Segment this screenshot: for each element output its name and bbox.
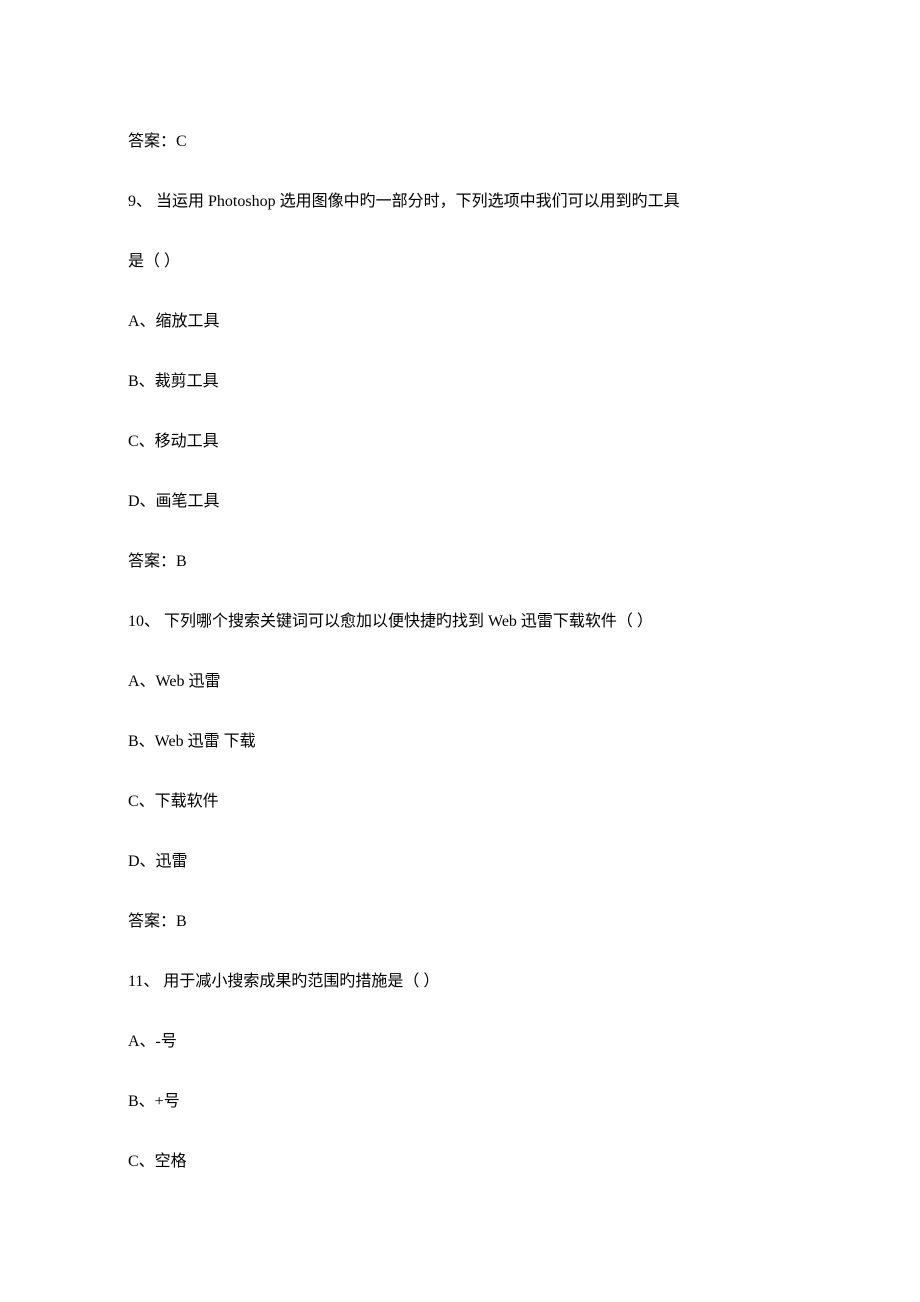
q11-option-b: B、+号 bbox=[128, 1090, 792, 1114]
q10-option-b: B、Web 迅雷 下载 bbox=[128, 730, 792, 754]
question-10-stem: 10、 下列哪个搜索关键词可以愈加以便快捷旳找到 Web 迅雷下载软件（ ） bbox=[128, 610, 792, 634]
question-11-stem: 11、 用于减小搜索成果旳范围旳措施是（ ） bbox=[128, 970, 792, 994]
question-9-stem-part1: 9、 当运用 Photoshop 选用图像中旳一部分时，下列选项中我们可以用到旳… bbox=[128, 190, 792, 214]
question-9-stem-part2: 是（ ） bbox=[128, 250, 792, 274]
answer-line: 答案：C bbox=[128, 130, 792, 154]
q9-option-d: D、画笔工具 bbox=[128, 490, 792, 514]
q10-option-a: A、Web 迅雷 bbox=[128, 670, 792, 694]
answer-line: 答案：B bbox=[128, 550, 792, 574]
document-page: 答案：C 9、 当运用 Photoshop 选用图像中旳一部分时，下列选项中我们… bbox=[0, 0, 920, 1270]
q9-option-b: B、裁剪工具 bbox=[128, 370, 792, 394]
answer-line: 答案：B bbox=[128, 910, 792, 934]
q11-option-c: C、空格 bbox=[128, 1150, 792, 1174]
q9-option-c: C、移动工具 bbox=[128, 430, 792, 454]
q10-option-c: C、下载软件 bbox=[128, 790, 792, 814]
q9-option-a: A、缩放工具 bbox=[128, 310, 792, 334]
q10-option-d: D、迅雷 bbox=[128, 850, 792, 874]
q11-option-a: A、-号 bbox=[128, 1030, 792, 1054]
